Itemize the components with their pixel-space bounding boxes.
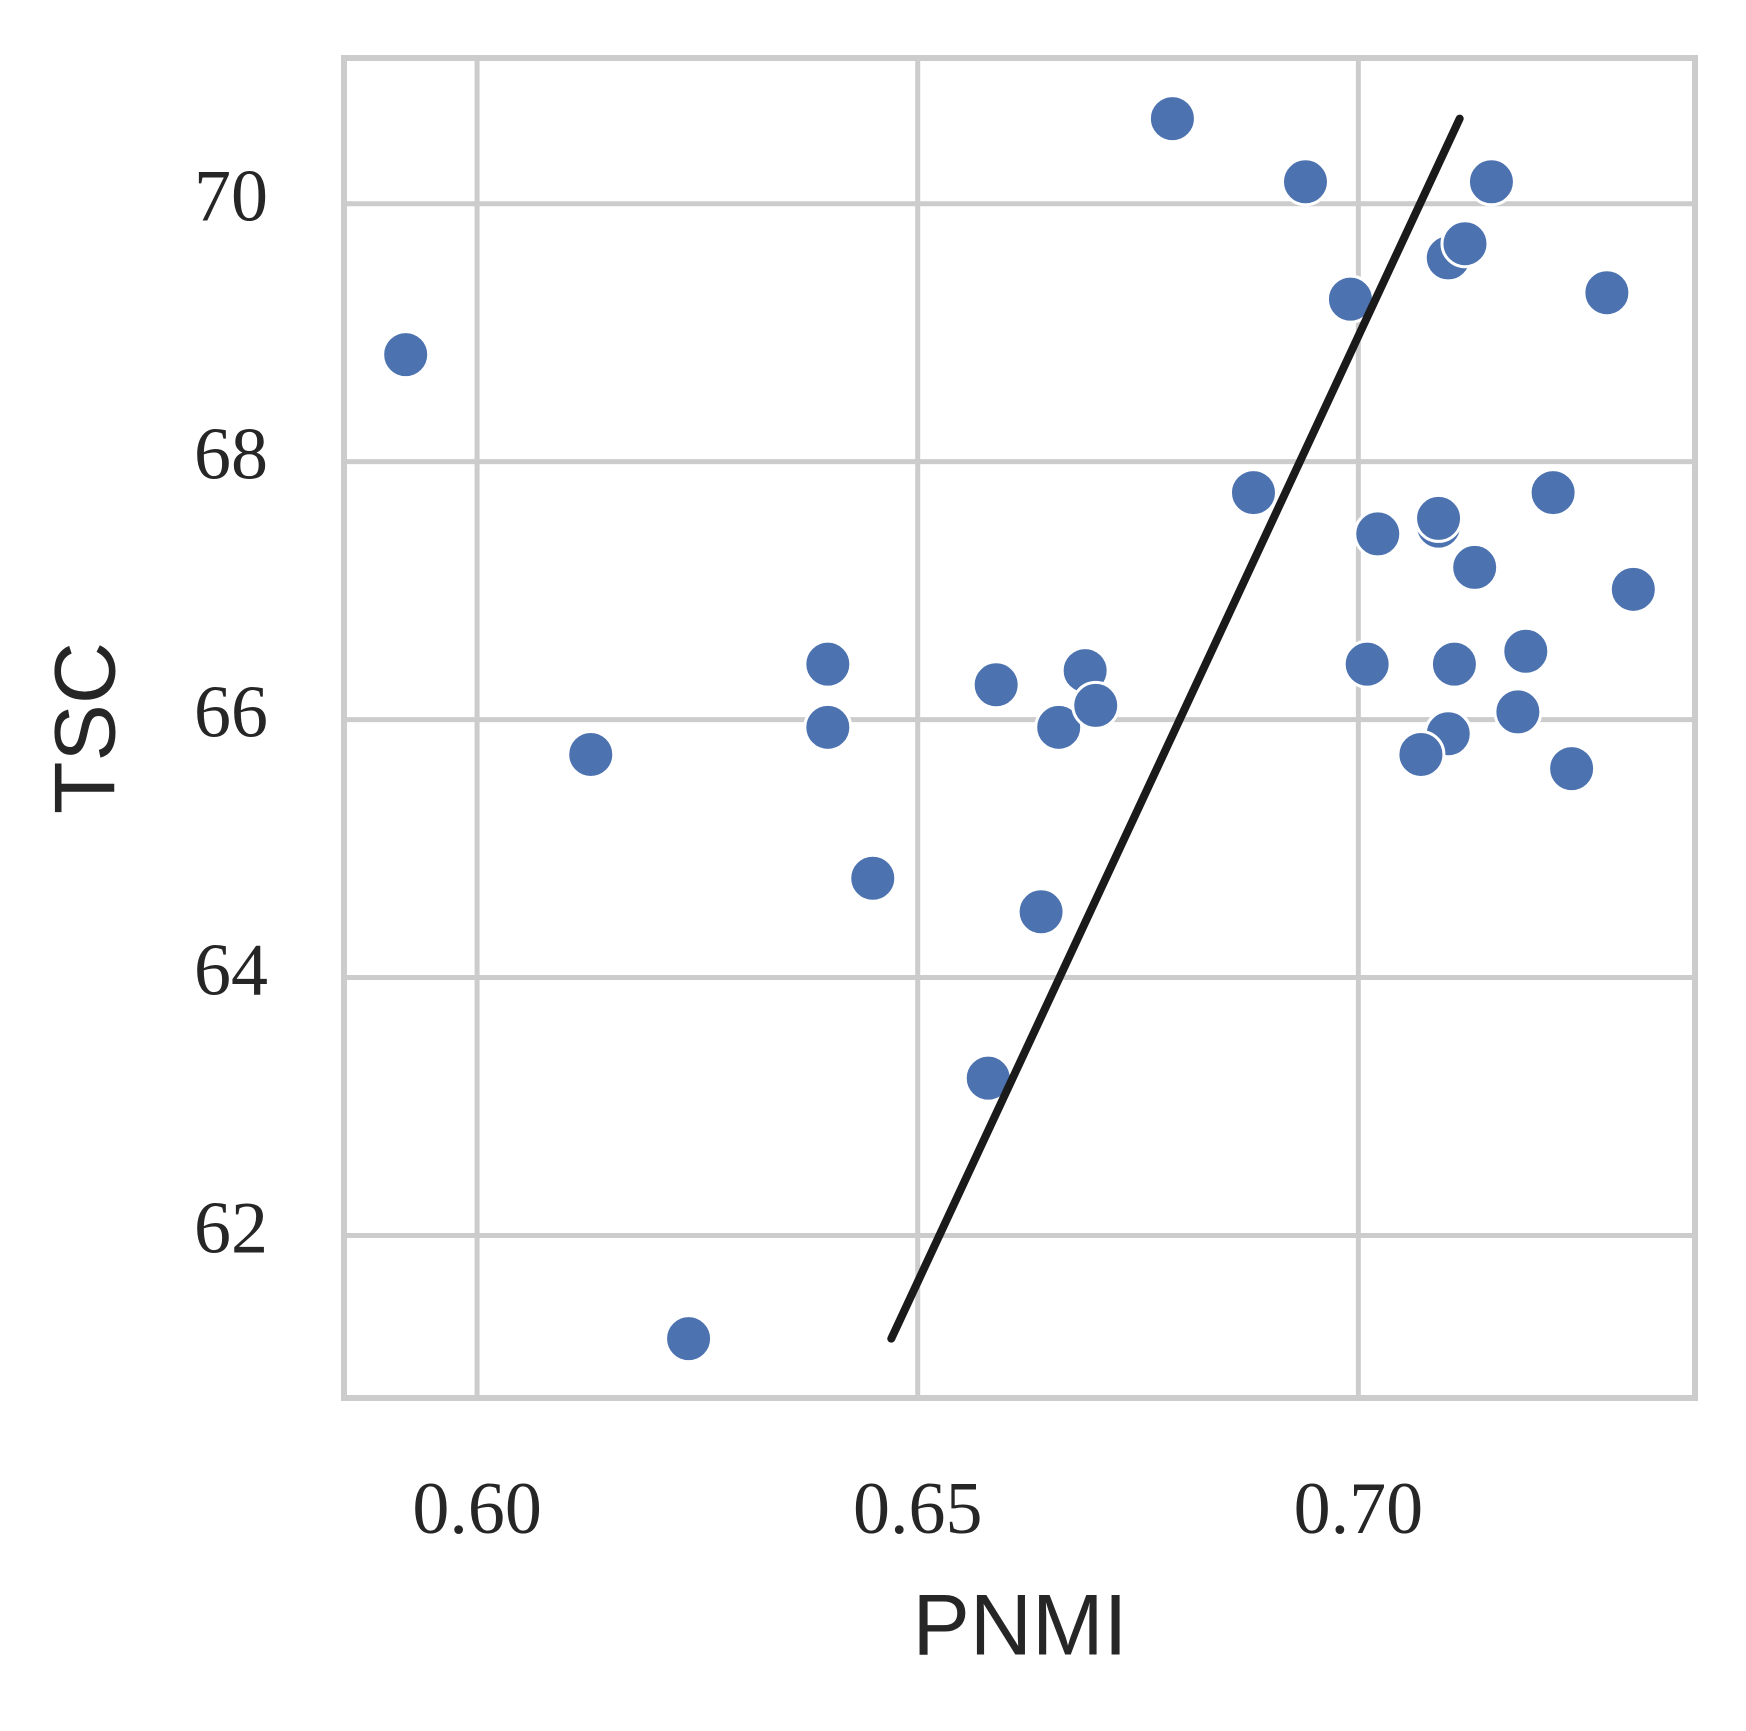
point (1501, 626, 1551, 676)
point (1147, 94, 1197, 144)
point (803, 639, 853, 689)
point (1280, 157, 1330, 207)
x-tick-label: 0.65 (853, 1468, 983, 1550)
point (381, 330, 431, 380)
point (1228, 468, 1278, 518)
y-tick-label: 68 (194, 414, 268, 496)
point (1414, 493, 1464, 543)
point (1396, 729, 1446, 779)
point (1034, 702, 1084, 752)
point (1547, 744, 1597, 794)
point (1071, 680, 1121, 730)
plot-frame (341, 55, 1698, 1401)
y-tick-label: 70 (194, 156, 268, 238)
x-tick-label: 0.60 (412, 1468, 542, 1550)
point (1582, 268, 1632, 318)
point (803, 702, 853, 752)
y-axis-label: TSC (38, 642, 134, 814)
point (1450, 542, 1500, 592)
point (1493, 687, 1543, 737)
y-tick-label: 66 (194, 672, 268, 754)
point (1440, 219, 1490, 269)
x-tick-label: 0.70 (1294, 1468, 1424, 1550)
point (664, 1314, 714, 1364)
y-tick-label: 62 (194, 1187, 268, 1269)
point (1016, 887, 1066, 937)
point (1528, 468, 1578, 518)
x-axis-label: PNMI (913, 1578, 1128, 1674)
point (1353, 509, 1403, 559)
point (848, 853, 898, 903)
point (971, 660, 1021, 710)
point (1466, 157, 1516, 207)
fit-line (887, 114, 1464, 1343)
point (1342, 639, 1392, 689)
point (566, 729, 616, 779)
point (1429, 639, 1479, 689)
point (1608, 564, 1658, 614)
y-tick-label: 64 (194, 930, 268, 1012)
